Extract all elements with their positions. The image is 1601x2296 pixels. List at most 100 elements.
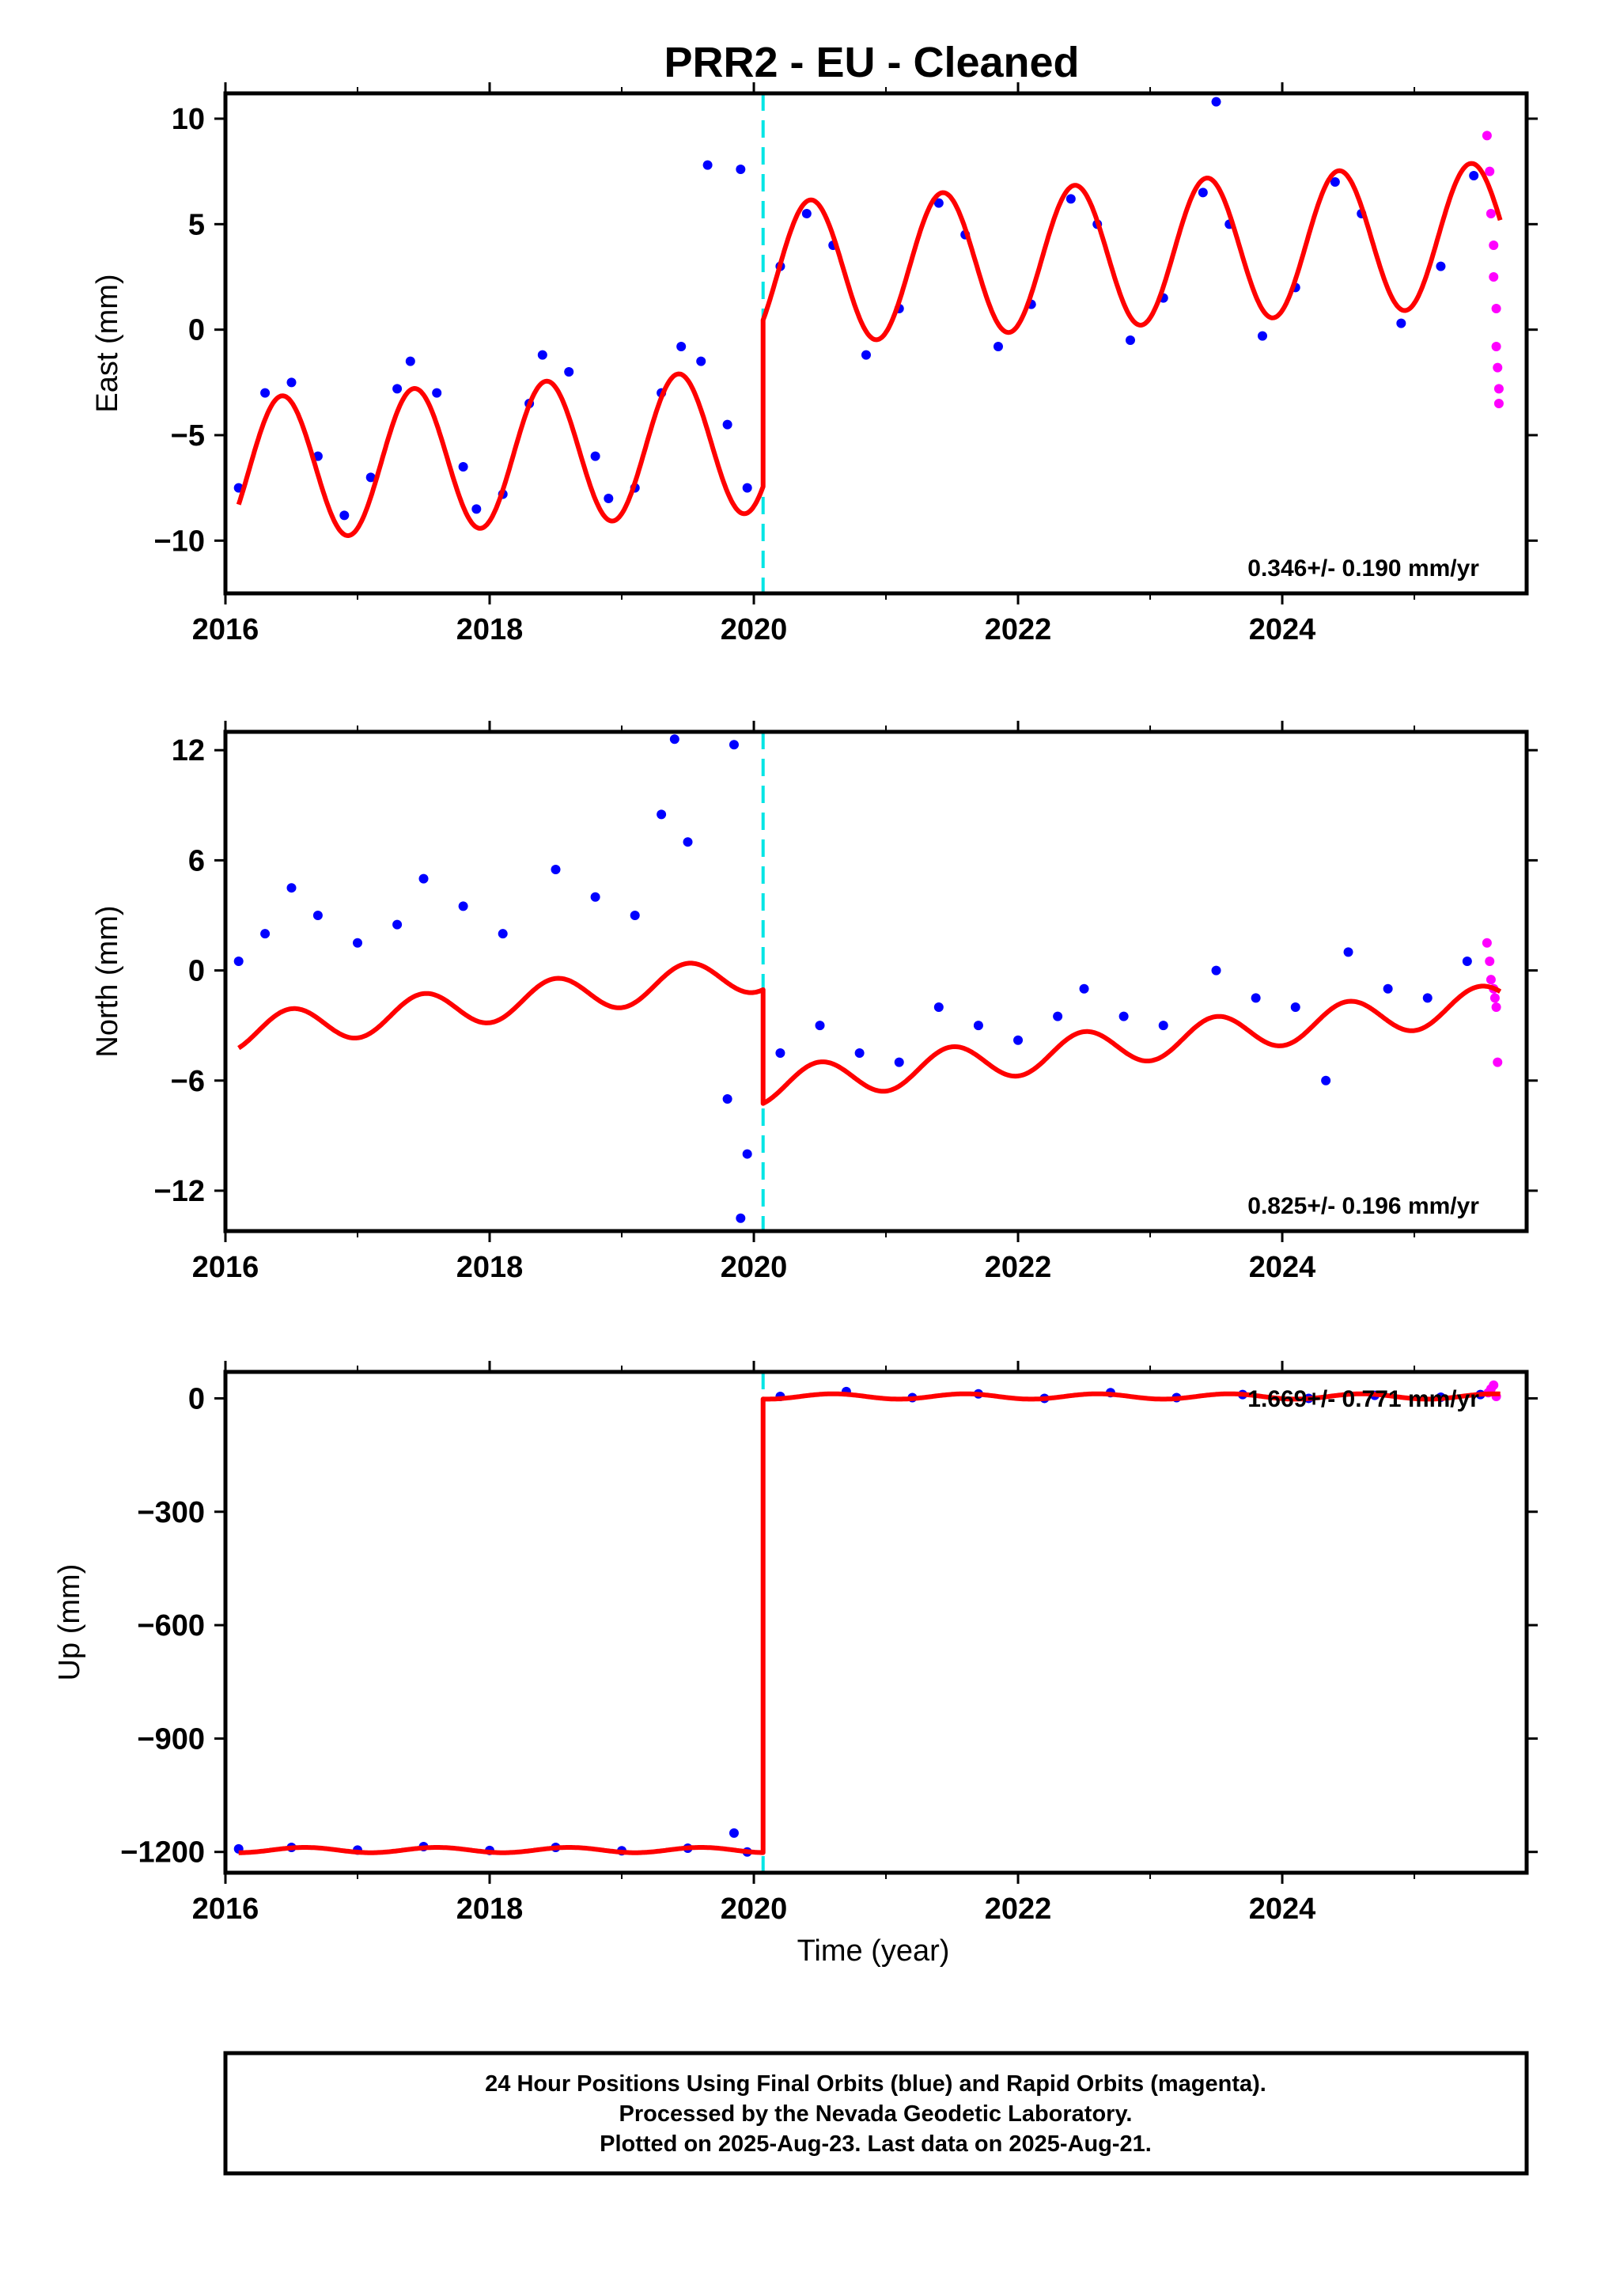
y-tick-label: −1200 [120, 1836, 205, 1870]
rapid-orbit-point [1485, 956, 1495, 966]
final-orbit-point [815, 1021, 825, 1031]
up-panel: 2016 2018 2020 2022 2024 0 −300 −600 −900 −1200 Up… [53, 1361, 1538, 1926]
x-tick-label: 2022 [985, 1251, 1052, 1284]
x-tick-label: 2024 [1249, 1251, 1316, 1284]
final-orbit-point [365, 472, 376, 483]
final-orbit-point [458, 462, 468, 472]
final-orbit-point [1079, 983, 1089, 994]
final-orbit-point [286, 883, 297, 893]
rate-label: 0.825+/- 0.196 mm/yr [1247, 1193, 1479, 1219]
final-orbit-point [736, 1213, 746, 1223]
final-orbit-point [1211, 965, 1221, 976]
y-tick-label: −900 [137, 1722, 205, 1756]
final-orbit-point [1383, 983, 1393, 994]
y-tick-label: −12 [154, 1175, 205, 1208]
final-orbit-point [1118, 1011, 1129, 1021]
final-orbit-point [1469, 171, 1479, 180]
rapid-orbit-point [1493, 362, 1503, 373]
final-orbit-point [722, 419, 732, 430]
x-tick-label: 2024 [1249, 613, 1316, 646]
final-orbit-point [1211, 97, 1221, 107]
y-tick-label: −300 [137, 1496, 205, 1529]
footer-line-2: Processed by the Nevada Geodetic Laborat… [619, 2101, 1133, 2127]
final-orbit-point [312, 910, 323, 920]
final-orbit-point [683, 837, 693, 847]
final-orbit-point [973, 1021, 983, 1031]
rapid-orbit-point [1489, 272, 1499, 282]
rapid-orbit-point [1493, 1057, 1503, 1067]
final-orbit-point [286, 377, 297, 388]
final-orbit-point [1462, 956, 1472, 966]
rapid-orbit-point [1485, 166, 1495, 176]
final-orbit-point [736, 165, 746, 174]
final-orbit-point [551, 864, 561, 874]
rapid-orbit-point [1486, 209, 1496, 218]
y-tick-label: −10 [154, 525, 205, 558]
final-orbit-point [933, 1002, 944, 1012]
east-panel: 2016 2018 2020 2022 2024 10 5 0 −5 −10 East (mm) 0.… [91, 82, 1538, 646]
chart-title: PRR2 - EU - Cleaned [664, 39, 1079, 86]
y-axis-label: Up (mm) [53, 1564, 86, 1681]
rapid-orbit-point [1493, 399, 1504, 408]
final-orbit-point [590, 451, 600, 461]
final-orbit-point [1013, 1035, 1024, 1045]
final-orbit-point [392, 384, 403, 394]
y-tick-label: −600 [137, 1609, 205, 1642]
final-orbit-point [1198, 188, 1208, 198]
final-orbit-point [1251, 993, 1261, 1003]
final-orbit-point [1343, 947, 1353, 957]
rapid-orbit-point [1489, 993, 1500, 1003]
rapid-orbit-point [1491, 342, 1501, 351]
final-orbit-point [1436, 261, 1446, 271]
final-orbit-point [339, 510, 350, 521]
final-orbit-point [993, 342, 1003, 351]
final-orbit-point [933, 198, 944, 208]
final-orbit-point [537, 350, 547, 360]
x-tick-label: 2016 [192, 613, 259, 646]
final-orbit-point [630, 910, 640, 920]
final-orbit-point [471, 504, 482, 514]
final-orbit-point [729, 740, 739, 750]
rapid-orbit-point [1489, 1380, 1499, 1390]
rate-label: 0.346+/- 0.190 mm/yr [1247, 555, 1479, 582]
y-tick-label: 12 [172, 734, 205, 767]
final-orbit-point [260, 929, 271, 939]
final-orbit-point [722, 1093, 732, 1104]
final-orbit-point [458, 901, 468, 911]
rapid-orbit-point [1486, 975, 1496, 985]
rapid-orbit-point [1482, 131, 1492, 141]
y-tick-label: 0 [188, 314, 205, 347]
final-orbit-point [233, 956, 244, 966]
final-orbit-point [604, 494, 614, 503]
final-orbit-point [260, 388, 271, 398]
north-panel: 2016 2018 2020 2022 2024 12 6 0 −6 −12 North (mm) 0… [91, 721, 1538, 1284]
final-orbit-point [564, 367, 574, 377]
x-tick-label: 2018 [456, 1251, 524, 1284]
rapid-orbit-point [1493, 384, 1504, 394]
rapid-orbit-point [1491, 1002, 1501, 1012]
model-curve [237, 960, 1502, 1106]
rate-label: 1.669+/- 0.771 mm/yr [1247, 1386, 1479, 1412]
final-orbit-point [1330, 177, 1340, 187]
final-orbit-point [405, 356, 415, 366]
footer-line-3: Plotted on 2025-Aug-23. Last data on 202… [600, 2131, 1152, 2157]
final-orbit-point [1396, 318, 1406, 328]
final-orbit-point [742, 483, 752, 493]
final-orbit-point [1053, 1011, 1063, 1021]
panel-frame [223, 1370, 1529, 1875]
x-tick-label: 2018 [456, 1892, 524, 1926]
y-axis-label: North (mm) [91, 905, 124, 1057]
final-orbit-point [657, 809, 667, 820]
final-orbit-point [590, 892, 600, 902]
final-orbit-point [801, 209, 812, 218]
footer-frame [223, 2051, 1529, 2176]
y-tick-label: −5 [171, 419, 205, 453]
panel-frame [223, 91, 1529, 596]
footer-line-1: 24 Hour Positions Using Final Orbits (bl… [485, 2071, 1266, 2097]
footer-box: 24 Hour Positions Using Final Orbits (bl… [223, 2051, 1529, 2176]
x-tick-label: 2016 [192, 1251, 259, 1284]
final-orbit-point [696, 356, 706, 366]
x-tick-label: 2024 [1249, 1892, 1316, 1926]
